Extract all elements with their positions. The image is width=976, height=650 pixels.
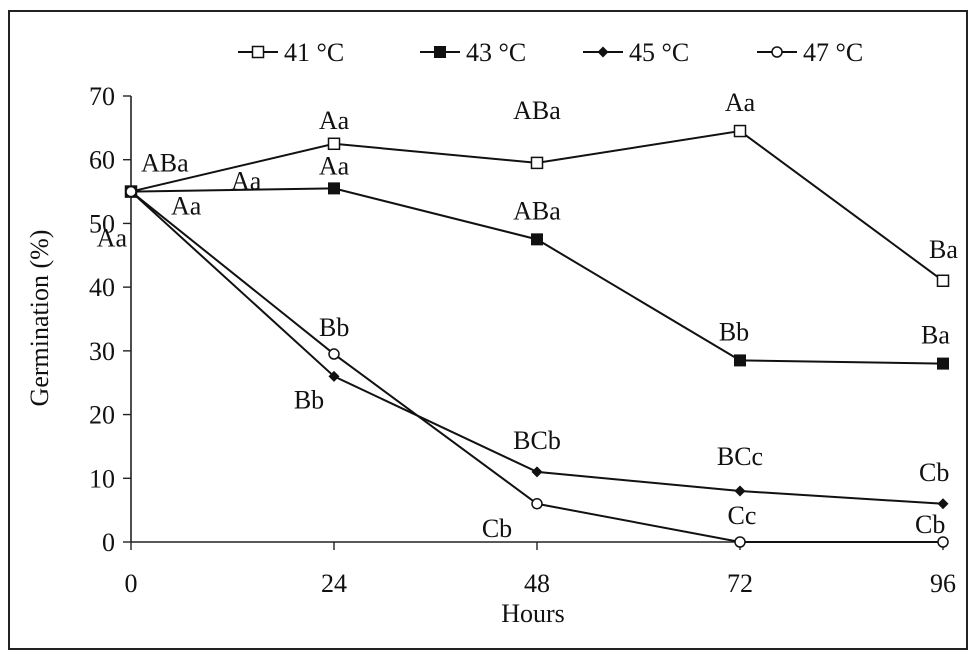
data-label: Aa <box>319 106 350 135</box>
data-label: ABa <box>513 196 561 225</box>
data-label: ABa <box>513 96 561 125</box>
y-tick-label: 60 <box>89 146 115 175</box>
data-point-series-4 <box>328 348 340 360</box>
data-point-series-3 <box>937 498 949 510</box>
legend-label-4: 47 °C <box>803 38 863 67</box>
data-label: BCb <box>513 426 561 455</box>
y-tick-label: 40 <box>89 273 115 302</box>
data-label: Cb <box>919 458 949 487</box>
data-label: Bb <box>719 317 749 346</box>
data-point-series-4 <box>937 536 949 548</box>
data-label: Aa <box>725 88 756 117</box>
data-label: Aa <box>97 224 128 253</box>
y-tick-label: 70 <box>89 82 115 111</box>
x-tick-label: 24 <box>321 569 347 598</box>
data-point-series-3 <box>734 485 746 497</box>
data-point-series-3 <box>328 370 340 382</box>
data-label: BCc <box>717 442 763 471</box>
data-point-series-4 <box>125 185 137 198</box>
data-point-series-4 <box>734 536 746 548</box>
data-label: Ba <box>929 235 958 264</box>
legend: 41 °C 43 °C 45 °C 47 °C <box>238 38 863 67</box>
data-label: Cb <box>482 514 512 543</box>
data-point-series-1 <box>733 124 747 138</box>
data-label: Cb <box>915 510 945 539</box>
legend-label-3: 45 °C <box>629 38 689 67</box>
legend-label-1: 41 °C <box>284 38 344 67</box>
x-axis-title: Hours <box>501 599 565 627</box>
y-axis-title: Germination (%) <box>25 230 54 407</box>
axes: 0 10 20 30 40 50 60 70 0 24 48 72 96 <box>89 82 956 598</box>
data-point-series-1 <box>327 137 341 151</box>
data-label: Cc <box>728 501 757 530</box>
data-label: Aa <box>319 151 350 180</box>
data-label: Aa <box>171 192 202 221</box>
x-tick-label: 0 <box>125 569 138 598</box>
y-tick-label: 30 <box>89 337 115 366</box>
data-label: ABa <box>141 149 189 178</box>
data-point-series-2 <box>531 233 543 246</box>
legend-label-2: 43 °C <box>466 38 526 67</box>
x-tick-label: 96 <box>930 569 956 598</box>
data-point-series-1 <box>530 156 544 170</box>
data-point-series-2 <box>734 354 746 367</box>
x-tick-label: 72 <box>727 569 753 598</box>
data-label: Aa <box>231 167 262 196</box>
data-label: Ba <box>921 321 950 350</box>
data-point-series-1 <box>936 274 950 288</box>
x-tick-label: 48 <box>524 569 550 598</box>
series-layer <box>124 124 950 548</box>
data-point-series-4 <box>531 498 543 510</box>
y-tick-label: 20 <box>89 401 115 430</box>
legend-marker-1 <box>251 45 265 59</box>
legend-marker-2 <box>434 46 446 58</box>
y-tick-label: 10 <box>89 464 115 493</box>
data-label: Bb <box>319 313 349 342</box>
data-point-series-2 <box>937 357 949 370</box>
data-point-series-2 <box>328 182 340 195</box>
y-tick-label: 0 <box>102 528 115 557</box>
data-labels-layer: ABa Aa ABa Aa Ba Aa Aa ABa Bb Ba Aa Bb BCb BCc Cb Aa Bb C… <box>97 88 959 543</box>
data-point-series-3 <box>531 466 543 478</box>
y-tick-label: 50 <box>89 209 115 238</box>
data-label: Bb <box>294 385 324 414</box>
legend-marker-3 <box>597 46 609 58</box>
legend-marker-4 <box>771 46 783 58</box>
